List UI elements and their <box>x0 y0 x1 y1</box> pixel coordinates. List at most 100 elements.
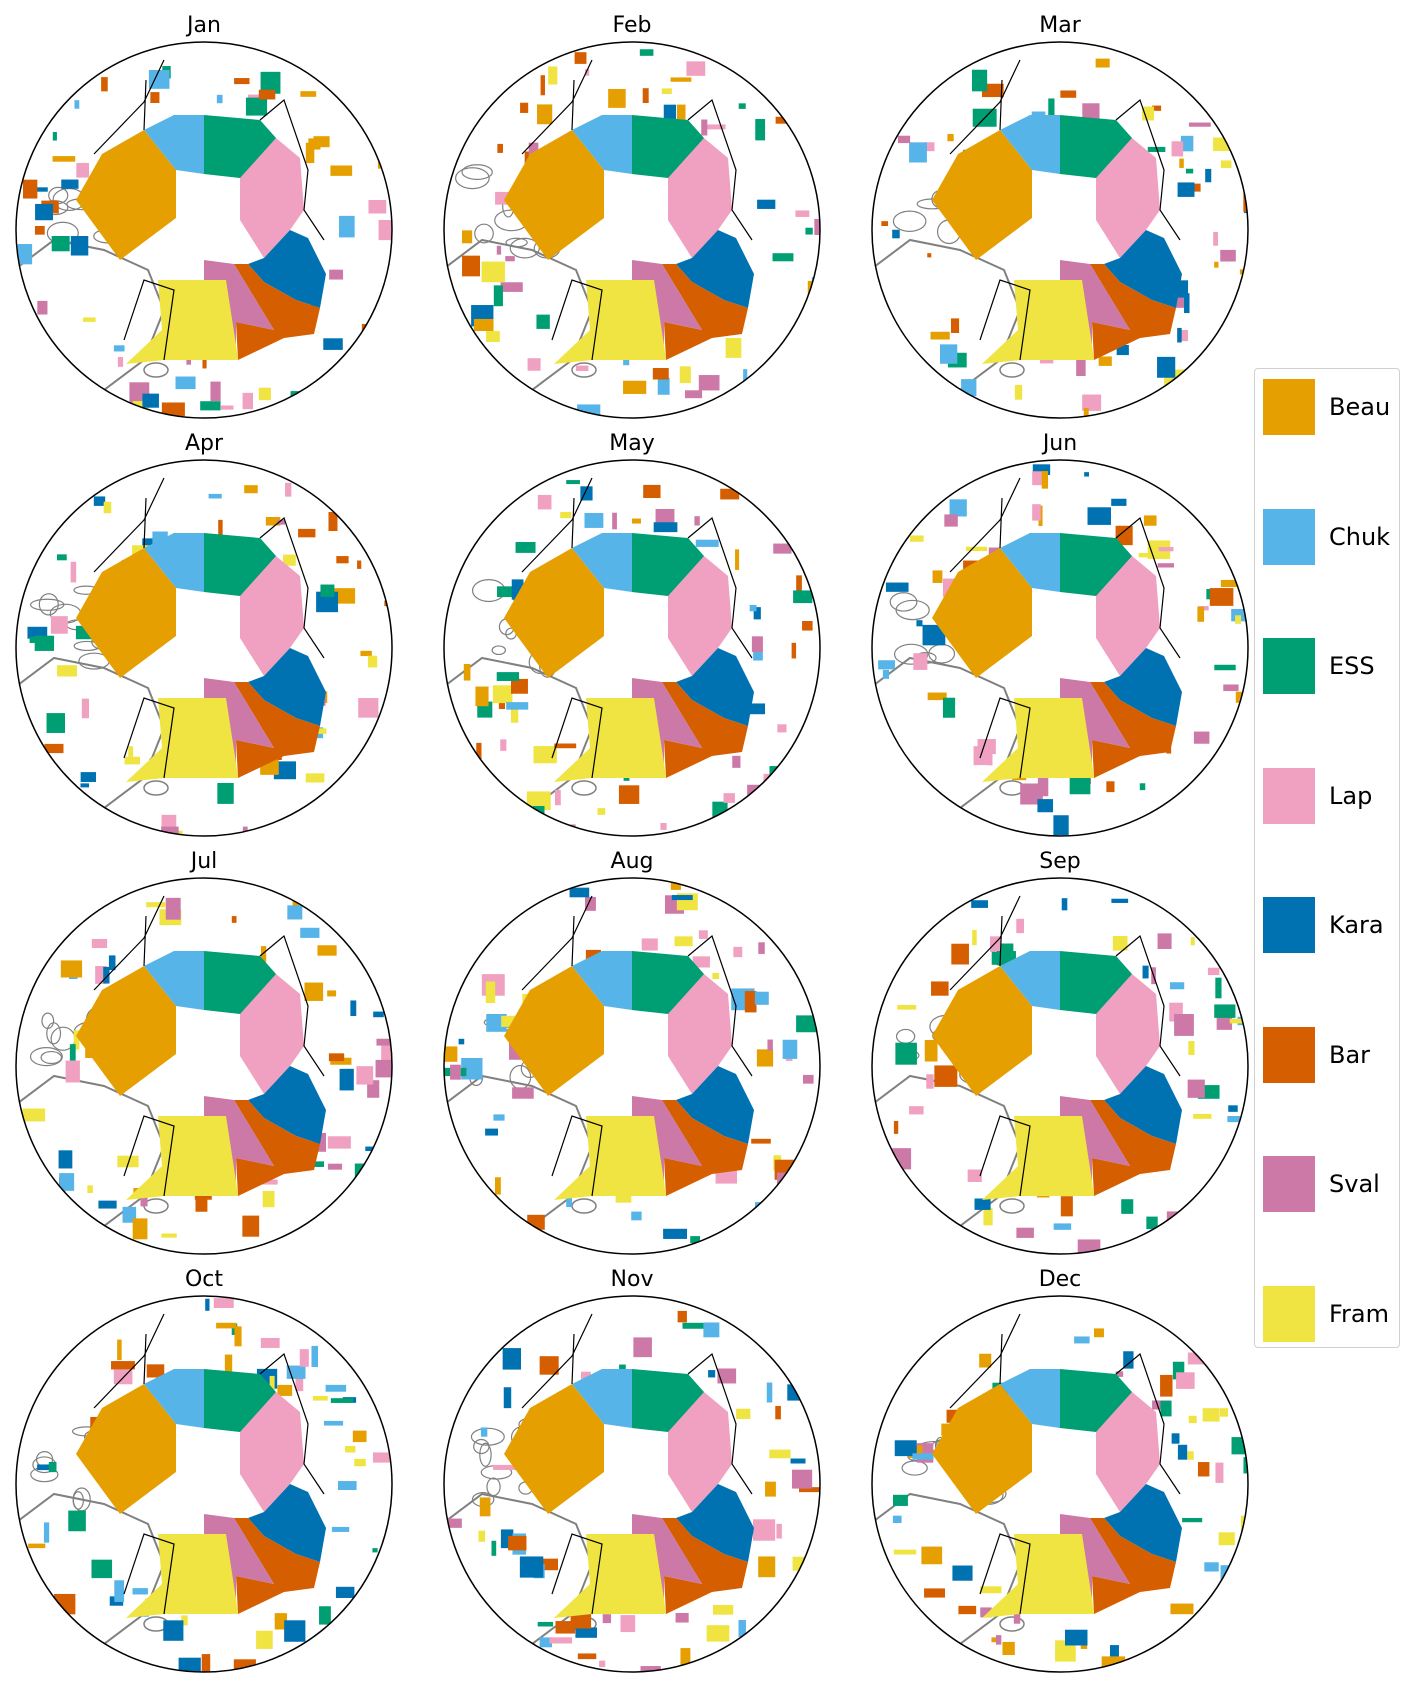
correlation-patch <box>1177 182 1195 197</box>
correlation-patch <box>1041 471 1049 489</box>
correlation-patch <box>991 1637 997 1643</box>
correlation-patch <box>1077 1239 1101 1254</box>
correlation-patch <box>785 1172 803 1189</box>
region-fram <box>982 280 1094 364</box>
correlation-patch <box>912 1453 934 1460</box>
correlation-patch <box>756 1049 774 1067</box>
region-lap <box>1096 556 1160 676</box>
correlation-patch <box>1219 1408 1229 1417</box>
correlation-patch <box>217 782 234 804</box>
correlation-patch <box>1202 1408 1220 1422</box>
correlation-patch <box>444 1046 458 1062</box>
correlation-patch <box>511 579 524 600</box>
correlation-patch <box>103 966 110 984</box>
correlation-patch <box>327 990 337 997</box>
correlation-patch <box>676 104 686 126</box>
correlation-patch <box>475 686 489 707</box>
correlation-patch <box>69 1044 76 1065</box>
correlation-patch <box>574 52 587 64</box>
correlation-patch <box>1139 783 1146 791</box>
coastline <box>949 477 1181 779</box>
correlation-patch <box>753 607 761 620</box>
correlation-patch <box>795 210 810 217</box>
correlation-patch <box>331 1526 350 1532</box>
correlation-patch <box>1060 90 1077 98</box>
correlation-patch <box>305 142 315 164</box>
correlation-patch <box>17 244 33 265</box>
correlation-patch <box>80 783 90 788</box>
correlation-patch <box>536 104 553 125</box>
correlation-patch <box>694 516 700 526</box>
correlation-patch <box>1229 1018 1248 1024</box>
correlation-patch <box>1157 563 1175 568</box>
correlation-patch <box>481 261 505 283</box>
correlation-patch <box>549 1637 573 1644</box>
correlation-patch <box>631 518 641 524</box>
correlation-patch <box>560 512 572 519</box>
correlation-patch <box>44 743 64 754</box>
correlation-patch <box>895 1042 917 1065</box>
correlation-patch <box>1106 781 1115 793</box>
correlation-patch <box>981 83 1004 98</box>
correlation-patch <box>327 1163 343 1170</box>
correlation-patch <box>671 895 693 901</box>
correlation-patch <box>566 480 580 485</box>
correlation-patch <box>300 91 317 97</box>
correlation-patch <box>265 516 281 526</box>
correlation-patch <box>1127 1658 1135 1672</box>
correlation-patch <box>1158 546 1174 552</box>
region-bar <box>234 1100 320 1196</box>
correlation-patch <box>1172 1361 1185 1380</box>
coastline <box>521 1313 753 1615</box>
correlation-patch <box>480 1427 488 1437</box>
region-lap <box>1096 138 1160 258</box>
correlation-patch <box>757 199 776 209</box>
correlation-patch <box>512 1087 534 1099</box>
correlation-patch <box>34 635 55 651</box>
correlation-patch <box>640 1666 661 1672</box>
correlation-patch <box>1074 1336 1090 1344</box>
map-boundary-circle <box>871 459 1249 837</box>
panel-title-apr: Apr <box>184 431 224 456</box>
region-bar <box>662 264 748 360</box>
correlation-patch <box>496 672 520 681</box>
correlation-patch <box>965 546 988 552</box>
correlation-patch <box>1188 122 1211 127</box>
correlation-patch <box>534 1558 559 1571</box>
correlation-patch <box>274 1613 288 1630</box>
correlation-patch <box>802 621 813 631</box>
correlation-patch <box>80 772 96 783</box>
correlation-patch <box>202 359 207 369</box>
correlation-patch <box>775 116 791 124</box>
correlation-patch <box>493 1114 505 1121</box>
correlation-patch <box>892 1515 902 1523</box>
correlation-patch <box>584 896 596 911</box>
region-bar <box>1090 1100 1176 1196</box>
region-bar <box>1090 264 1176 360</box>
correlation-patch <box>479 1497 491 1517</box>
correlation-patch <box>375 1059 392 1078</box>
correlation-patch <box>1160 1374 1173 1397</box>
coastline <box>949 1313 1181 1615</box>
correlation-patch <box>1053 815 1069 836</box>
correlation-patch <box>1032 504 1041 521</box>
correlation-patch <box>22 179 38 199</box>
correlation-patch <box>952 1565 973 1581</box>
correlation-patch <box>972 929 977 946</box>
correlation-patch <box>983 1208 993 1226</box>
legend-swatch <box>1263 508 1315 565</box>
correlation-patch <box>893 1494 908 1506</box>
correlation-patch <box>175 376 196 390</box>
correlation-patch <box>161 826 179 836</box>
panel-title-mar: Mar <box>1039 13 1081 38</box>
correlation-patch <box>712 972 720 980</box>
map-panel-may <box>443 459 821 837</box>
correlation-patch <box>339 1068 354 1091</box>
correlation-patch <box>146 1364 165 1378</box>
correlation-patch <box>231 916 237 923</box>
correlation-patch <box>599 1660 606 1667</box>
island-outline <box>889 592 918 612</box>
correlation-patch <box>28 1543 46 1549</box>
correlation-patch <box>76 162 90 178</box>
correlation-patch <box>1142 106 1155 121</box>
